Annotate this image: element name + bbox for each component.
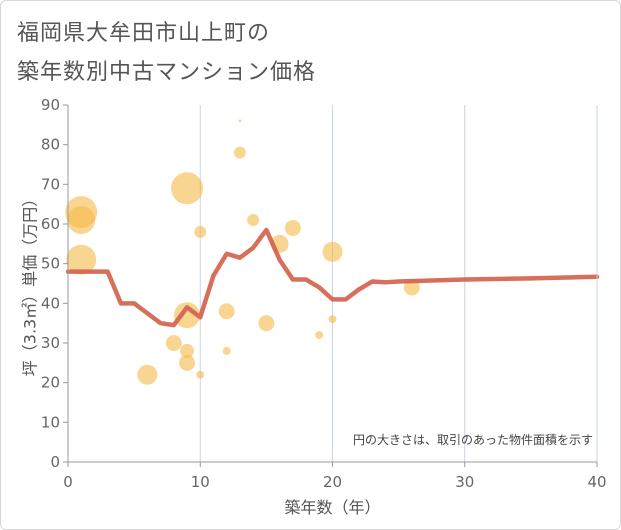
y-tick-label: 40 — [41, 294, 60, 312]
bubble-point — [171, 172, 204, 205]
x-tick-label: 30 — [455, 473, 474, 491]
trend-series — [65, 227, 600, 328]
y-tick-label: 80 — [41, 136, 60, 154]
chart-title-line2: 築年数別中古マンション価格 — [17, 60, 317, 85]
y-tick-label: 90 — [41, 96, 60, 114]
y-tick-labels: 0 10 20 30 40 50 60 70 80 90 — [41, 96, 60, 471]
x-tick-label: 40 — [587, 473, 606, 491]
bubble-point — [258, 315, 275, 332]
bubble-point — [194, 225, 207, 238]
bubble-point — [196, 370, 205, 379]
bubble-point — [165, 335, 182, 351]
size-note: 円の大きさは、取引のあった物件面積を示す — [353, 432, 593, 447]
axes — [63, 104, 598, 467]
x-axis-title: 築年数（年） — [284, 498, 380, 517]
chart-title-line1: 福岡県大牟田市山上町の — [17, 21, 271, 46]
x-tick-label: 10 — [191, 473, 210, 491]
x-tick-labels: 0 10 20 30 40 — [63, 473, 606, 491]
trend-line — [65, 227, 600, 328]
x-tick-label: 20 — [323, 473, 342, 491]
bubble-point — [137, 364, 158, 385]
bubble-point — [222, 346, 231, 355]
bubble-point — [247, 214, 260, 227]
y-tick-label: 10 — [41, 413, 60, 431]
bubble-point — [179, 354, 196, 371]
bubble-series — [65, 119, 420, 385]
bubble-point — [233, 146, 246, 159]
y-tick-label: 30 — [41, 334, 60, 352]
x-tick-label: 0 — [63, 473, 73, 491]
grid-lines — [199, 105, 466, 462]
bubble-point — [66, 244, 97, 275]
bubble-point — [328, 315, 337, 324]
y-tick-label: 20 — [41, 374, 60, 392]
bubble-point — [284, 219, 301, 236]
bubble-point — [67, 206, 96, 235]
y-tick-label: 70 — [41, 175, 60, 193]
bubble-point — [315, 331, 324, 340]
bubble-point — [180, 343, 195, 358]
y-tick-label: 0 — [50, 453, 60, 471]
y-axis-title: 坪（3.3㎡）単価（万円） — [21, 191, 40, 376]
bubble-point — [218, 303, 235, 320]
y-tick-label: 60 — [41, 215, 60, 233]
bubble-point — [322, 241, 343, 262]
bubble-point — [174, 302, 201, 329]
y-tick-label: 50 — [41, 255, 60, 273]
bubble-point — [238, 119, 242, 123]
